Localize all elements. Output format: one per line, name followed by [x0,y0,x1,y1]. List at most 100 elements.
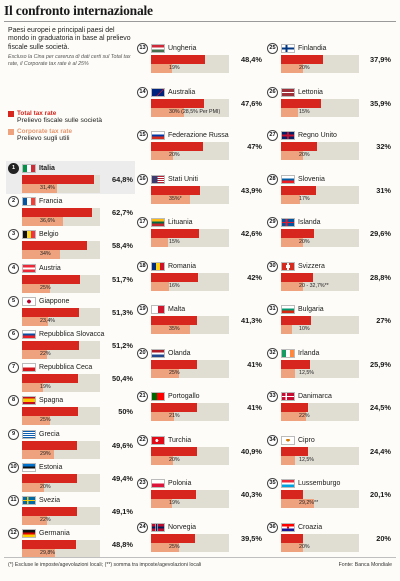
flag-tr-icon [151,435,165,445]
corporate-bar-track [151,238,229,248]
total-bar-track [22,208,100,218]
corporate-bar-track [22,250,100,260]
corporate-bar-track [281,455,359,465]
country-name: Belgio [39,231,59,239]
total-tax-bar [22,407,78,417]
flag-cz-icon [22,363,36,373]
total-tax-bar [22,208,92,218]
total-tax-value: 32% [376,142,391,152]
country-bg: 31 Bulgaria 27% 10% [265,302,393,335]
total-tax-bar [22,540,77,550]
country-name: Polonia [168,480,192,488]
corporate-tax-bar [281,107,298,117]
rank-badge: 21 [137,391,148,403]
corporate-tax-bar [22,449,55,459]
corporate-tax-bar [151,281,169,291]
flag-ie-icon [281,348,295,358]
flag-gb-icon [281,131,295,141]
total-tax-bar [22,374,79,384]
country-name: Stati Uniti [168,175,198,183]
total-tax-value: 24,5% [370,403,391,413]
country-name: Repubblica Slovacca [39,330,105,338]
corporate-tax-bar [22,416,50,426]
country-name: Islanda [298,219,321,227]
corporate-bar-track [22,383,100,393]
country-name: Svizzera [298,262,325,270]
flag-fi-icon [281,44,295,53]
title-divider [4,21,396,22]
total-bar-track [281,533,359,543]
rank-badge: 32 [267,347,278,359]
flag-mt-icon [151,305,165,315]
total-bar-track [281,142,359,152]
footer-divider [4,557,396,558]
country-name: Ungheria [168,45,197,52]
total-tax-value: 58,4% [112,241,133,251]
rank-badge: 27 [267,130,278,142]
corporate-tax-value: 30% (28,5% Per PMI) [169,108,221,115]
corporate-bar-track [22,283,100,293]
total-tax-value: 27% [376,316,391,326]
total-tax-value: 29,6% [370,229,391,239]
total-bar-track [151,403,229,413]
corporate-tax-bar [281,194,300,204]
total-tax-value: 51,2% [112,340,133,350]
country-pl: 23 Polonia 40,3% 19% [135,476,264,509]
total-tax-bar [151,229,199,239]
total-bar-track [22,440,100,450]
corporate-bar-track [22,217,100,227]
country-name: Australia [168,88,196,96]
country-gr: 9 Grecia 49,6% 29% [6,427,135,460]
total-tax-bar [151,142,204,152]
corporate-tax-bar [151,542,179,552]
legend-item-corporate: Corporate tax rate Prelievo sugli utili [8,128,138,142]
corporate-tax-value: 19% [169,65,180,71]
total-bar-track [22,407,100,417]
total-tax-bar [151,533,195,543]
total-tax-bar [281,316,312,326]
corporate-tax-value: 15% [299,108,310,115]
corporate-bar-track [281,368,359,378]
rank-badge: 11 [8,494,19,506]
total-tax-value: 43,9% [241,185,262,195]
total-tax-value: 48,8% [112,540,133,550]
country-jp: 5 Giappone 51,3% 23,4% [6,294,135,327]
country-us: 16 Stati Uniti 43,9% 35%* [135,172,264,205]
flag-us-icon [151,174,165,184]
country-name: Lussemburgo [298,480,341,488]
total-bar-track [22,340,100,350]
total-tax-value: 41% [247,359,262,369]
total-tax-bar [22,307,80,317]
total-tax-bar [281,55,324,64]
rank-badge: 2 [8,196,19,208]
corporate-tax-value: 12,5% [299,456,315,463]
rank-badge: 5 [8,295,19,307]
flag-lv-icon [281,87,295,97]
total-bar-track [151,359,229,369]
total-tax-bar [281,446,309,456]
corporate-tax-value: 20% [169,456,180,463]
corporate-tax-value: 10% [299,326,310,333]
total-bar-track [151,533,229,543]
rank-badge: 26 [267,86,278,98]
rank-badge: 17 [137,217,148,229]
country-name: Regno Unito [298,132,337,140]
total-bar-track [281,185,359,195]
total-bar-track [151,272,229,282]
corporate-bar-track [151,281,229,291]
corporate-bar-track [151,64,229,73]
total-tax-value: 42% [247,272,262,282]
country-fr: 2 Francia 62,7% 36,6% [6,194,135,227]
rank-badge: 19 [137,304,148,316]
country-ch: 30 Svizzera 28,8% 20 - 32,7%** [265,259,393,292]
corporate-tax-bar [281,64,304,73]
total-bar-track [22,307,100,317]
legend-label-total: Total tax rate [17,110,57,117]
corporate-tax-value: 36,6% [40,218,56,225]
corporate-bar-track [281,412,359,422]
corporate-tax-bar [281,455,295,465]
total-bar-track [151,142,229,152]
total-tax-bar [22,175,95,184]
country-nl: 20 Olanda 41% 25% [135,346,264,379]
total-bar-track [22,175,100,184]
